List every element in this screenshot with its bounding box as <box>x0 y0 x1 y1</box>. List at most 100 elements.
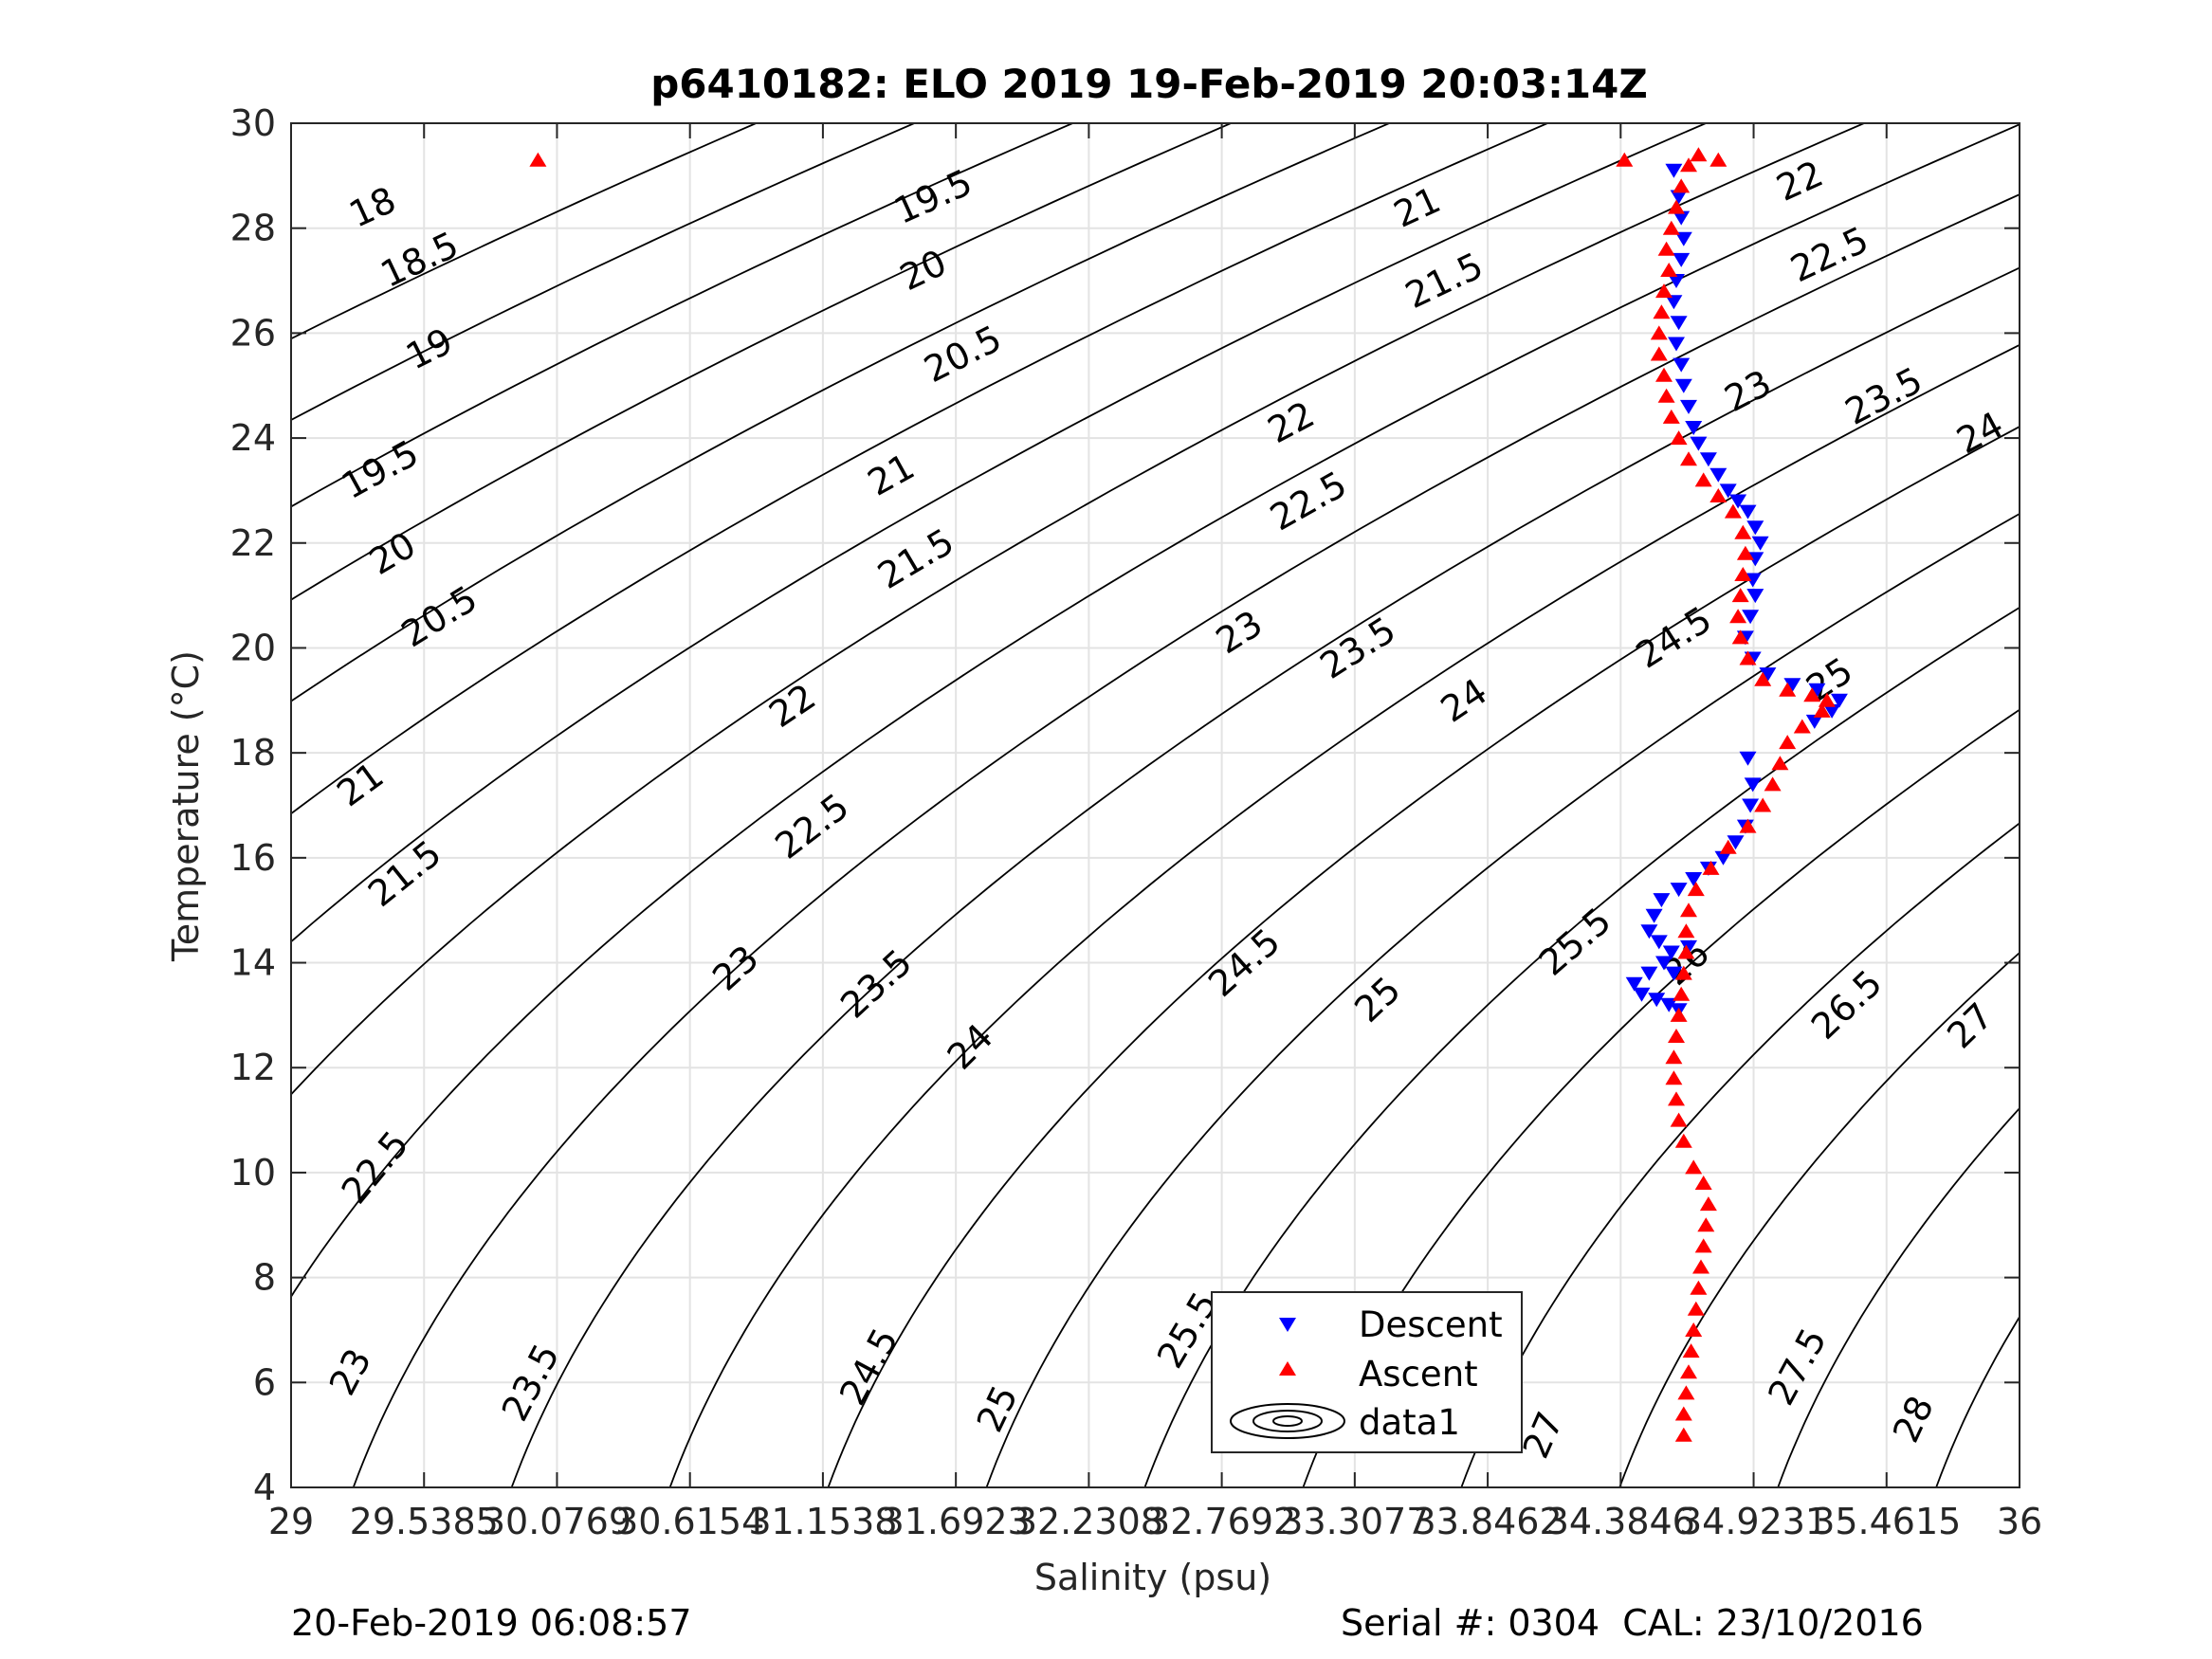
legend-descent-label: Descent <box>1359 1304 1503 1345</box>
data-point-descent <box>1739 504 1757 520</box>
data-point-ascent <box>529 152 547 167</box>
contour-line-25 <box>1143 606 2020 1487</box>
data-point-ascent <box>1662 220 1680 235</box>
x-tick-label: 33.3077 <box>1280 1501 1429 1542</box>
data-point-ascent <box>1670 1112 1688 1127</box>
data-point-descent <box>1685 872 1703 886</box>
data-point-ascent <box>1670 430 1688 446</box>
data-point-ascent <box>1650 325 1668 340</box>
data-point-descent <box>1673 252 1691 267</box>
data-point-descent <box>1655 956 1673 971</box>
data-point-ascent <box>1764 776 1782 792</box>
data-point-ascent <box>1662 409 1680 424</box>
contour-line-19-5 <box>291 123 1234 601</box>
data-point-ascent <box>1731 629 1749 645</box>
data-point-ascent <box>1724 503 1742 519</box>
data-point-descent <box>1680 939 1697 955</box>
y-tick-label: 12 <box>230 1047 276 1088</box>
data-point-ascent <box>1670 1007 1688 1022</box>
data-point-descent <box>1783 678 1801 693</box>
x-tick-label: 29 <box>268 1501 314 1542</box>
data-point-ascent <box>1677 1385 1695 1400</box>
data-point-ascent <box>1739 818 1757 833</box>
legend-box <box>1211 1291 1523 1453</box>
contour-line-25-5 <box>1302 708 2020 1487</box>
y-tick-label: 28 <box>230 208 276 249</box>
y-tick-label: 26 <box>230 312 276 354</box>
x-axis-ticks: 29 29.538530.076930.615431.153831.692332.… <box>268 123 2042 1542</box>
legend: Descent Ascent data1 <box>1211 1291 1523 1453</box>
data-point-descent <box>1668 274 1685 288</box>
data-point-descent <box>1633 987 1651 1002</box>
y-tick-label: 16 <box>230 837 276 879</box>
data-point-descent <box>1830 693 1848 708</box>
data-point-ascent <box>1680 157 1697 173</box>
data-point-descent <box>1759 667 1777 683</box>
data-point-descent <box>1714 850 1732 866</box>
data-point-descent <box>1719 483 1737 499</box>
data-series <box>529 147 1848 1442</box>
data-point-descent <box>1673 210 1691 226</box>
data-point-ascent <box>1680 451 1697 466</box>
data-point-ascent <box>1687 1301 1705 1316</box>
y-tick-label: 22 <box>230 522 276 564</box>
data-point-ascent <box>1736 545 1754 560</box>
data-point-ascent <box>1697 1217 1715 1232</box>
data-point-descent <box>1729 494 1747 509</box>
y-tick-label: 20 <box>230 627 276 668</box>
data-point-ascent <box>1690 1280 1708 1295</box>
data-point-descent <box>1699 452 1717 467</box>
data-point-ascent <box>1677 944 1695 959</box>
contour-line-21 <box>291 123 1709 943</box>
data-point-ascent <box>1673 986 1691 1001</box>
y-tick-label: 10 <box>230 1152 276 1194</box>
data-point-ascent <box>1674 1427 1692 1442</box>
data-point-ascent <box>1665 1070 1683 1085</box>
data-point-ascent <box>1616 152 1634 167</box>
data-point-ascent <box>1655 283 1673 299</box>
contour-line-27 <box>1777 1106 2020 1487</box>
contour-line-20 <box>291 123 1392 702</box>
x-axis-label: Salinity (psu) <box>1034 1557 1271 1598</box>
data-point-descent <box>1645 908 1663 923</box>
data-point-ascent <box>1673 178 1691 193</box>
data-point-ascent <box>1694 472 1712 487</box>
data-point-descent <box>1709 467 1728 483</box>
x-tick-label: 29.5385 <box>350 1501 499 1542</box>
x-tick-label: 30.0769 <box>483 1501 631 1542</box>
data-point-descent <box>1674 378 1692 393</box>
data-point-ascent <box>1771 756 1789 771</box>
data-point-ascent <box>1682 1343 1700 1358</box>
data-point-descent <box>1662 945 1680 960</box>
data-point-ascent <box>1665 1049 1683 1065</box>
y-axis-label: Temperature (°C) <box>165 650 207 962</box>
data-point-ascent <box>1674 1133 1692 1148</box>
data-point-ascent <box>1702 860 1720 875</box>
data-point-ascent <box>1754 797 1772 812</box>
y-tick-label: 18 <box>230 732 276 774</box>
x-tick-label: 35.4615 <box>1812 1501 1961 1542</box>
data-point-ascent <box>1694 1176 1712 1190</box>
data-point-ascent <box>1657 241 1675 256</box>
footer-serial-calibration: Serial #: 0304 CAL: 23/10/2016 <box>1341 1602 1924 1644</box>
series-ascent <box>529 147 1836 1442</box>
y-tick-label: 6 <box>253 1361 276 1403</box>
data-point-descent <box>1665 966 1683 981</box>
data-point-descent <box>1680 399 1697 414</box>
data-point-descent <box>1670 190 1688 205</box>
contour-line-23 <box>510 266 2020 1487</box>
data-point-ascent <box>1650 346 1668 361</box>
data-point-descent <box>1823 703 1841 719</box>
data-point-descent <box>1746 520 1764 536</box>
data-point-ascent <box>1694 1238 1712 1253</box>
data-point-ascent <box>1657 388 1675 403</box>
data-point-ascent <box>1719 839 1737 854</box>
data-point-descent <box>1665 163 1683 178</box>
legend-entry-descent: Descent <box>1279 1304 1503 1345</box>
data-point-ascent <box>1687 882 1705 897</box>
data-point-ascent <box>1668 1091 1685 1106</box>
data-point-ascent <box>1793 719 1811 734</box>
data-point-ascent <box>1818 692 1836 707</box>
x-tick-label: 33.8462 <box>1414 1501 1563 1542</box>
